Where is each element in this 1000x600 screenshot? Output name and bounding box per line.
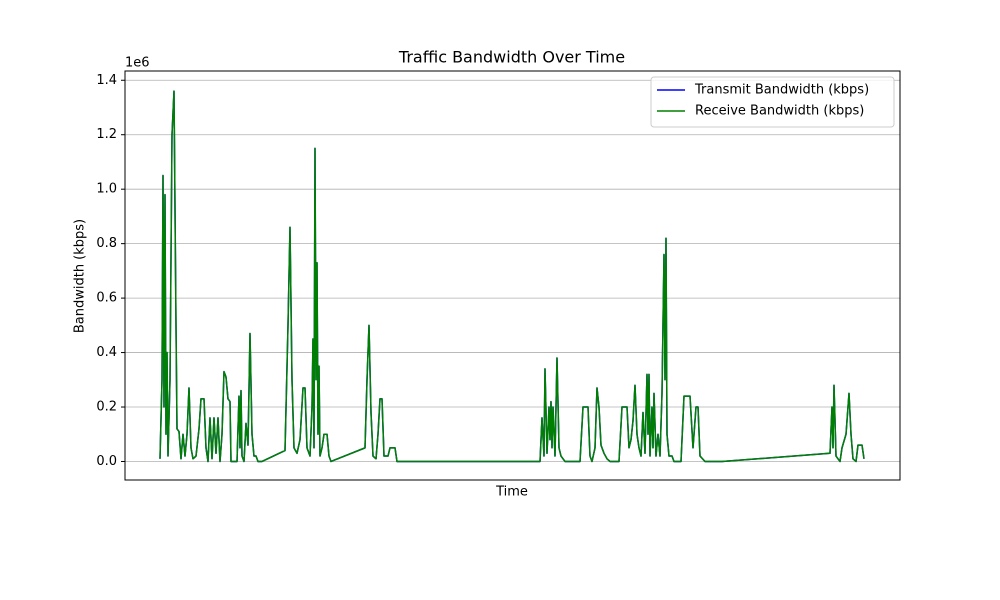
y-tick-label: 0.0 (96, 454, 117, 469)
y-tick-label: 1.2 (96, 127, 117, 142)
y-tick-label: 0.2 (96, 400, 117, 415)
plot-frame (124, 70, 901, 481)
y-tick-label: 0.4 (96, 345, 117, 360)
legend: Transmit Bandwidth (kbps) Receive Bandwid… (650, 76, 895, 128)
y-tick-label: 1.0 (96, 182, 117, 197)
y-tick-label: 0.8 (96, 236, 117, 251)
legend-label: Transmit Bandwidth (kbps) (694, 83, 869, 98)
y-axis-label: Bandwidth (kbps) (73, 219, 88, 333)
legend-box (650, 76, 895, 128)
legend-label: Receive Bandwidth (kbps) (695, 104, 864, 119)
offset-label: 1e6 (125, 56, 150, 71)
chart-title: Traffic Bandwidth Over Time (398, 48, 625, 67)
y-tick-label: 0.6 (96, 291, 117, 306)
x-axis-label: Time (495, 485, 528, 500)
y-tick-label: 1.4 (96, 73, 117, 88)
data-line (159, 90, 865, 463)
